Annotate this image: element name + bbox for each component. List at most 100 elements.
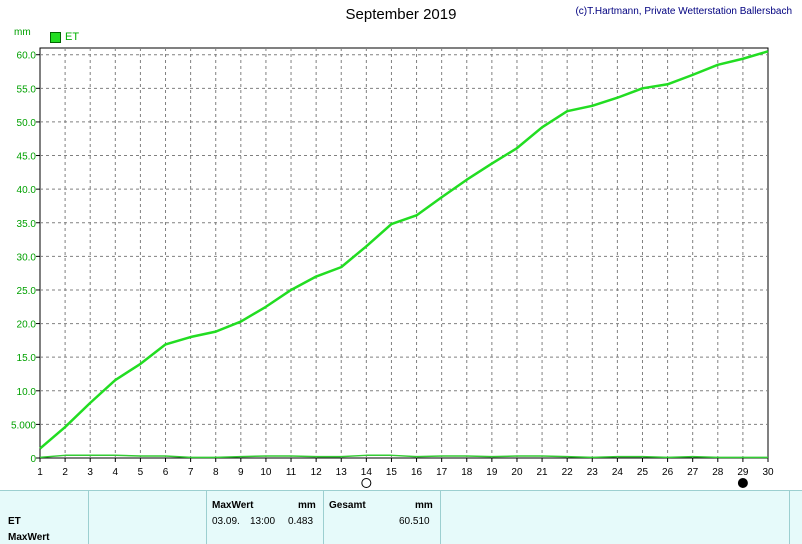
summary-col-total: Gesamt mm 60.510 bbox=[323, 491, 441, 544]
data-point bbox=[716, 63, 719, 66]
x-tick-label: 14 bbox=[361, 467, 373, 478]
data-point bbox=[767, 456, 770, 459]
x-tick-label: 22 bbox=[562, 467, 574, 478]
legend: ET bbox=[50, 31, 79, 43]
data-point bbox=[239, 320, 242, 323]
data-point bbox=[541, 126, 544, 129]
x-tick-label: 11 bbox=[286, 467, 297, 478]
data-point bbox=[390, 223, 393, 226]
data-point bbox=[264, 454, 267, 457]
data-point bbox=[666, 456, 669, 459]
max-time: 13:00 bbox=[250, 516, 276, 527]
x-tick-label: 19 bbox=[486, 467, 498, 478]
data-point bbox=[415, 214, 418, 217]
max-unit: mm bbox=[298, 500, 316, 511]
x-tick-label: 27 bbox=[687, 467, 699, 478]
full-moon-icon bbox=[361, 478, 372, 488]
y-axis-unit: mm bbox=[14, 27, 31, 38]
x-tick-label: 4 bbox=[113, 467, 119, 478]
data-point bbox=[691, 455, 694, 458]
summary-col-empty bbox=[88, 491, 207, 544]
data-point bbox=[490, 162, 493, 165]
legend-swatch bbox=[50, 31, 61, 43]
data-point bbox=[767, 50, 770, 53]
data-point bbox=[114, 379, 117, 382]
x-tick-label: 17 bbox=[436, 467, 448, 478]
data-point bbox=[641, 87, 644, 90]
x-tick-label: 23 bbox=[587, 467, 599, 478]
data-point bbox=[214, 330, 217, 333]
data-point bbox=[741, 57, 744, 60]
x-tick-label: 8 bbox=[213, 467, 219, 478]
y-tick-label: 60.0 bbox=[17, 51, 37, 62]
data-point bbox=[189, 336, 192, 339]
data-point bbox=[591, 104, 594, 107]
data-point bbox=[214, 456, 217, 459]
data-point bbox=[440, 196, 443, 199]
y-tick-label: 50.0 bbox=[17, 118, 37, 129]
data-point bbox=[365, 245, 368, 248]
x-tick-label: 7 bbox=[188, 467, 194, 478]
data-point bbox=[340, 455, 343, 458]
data-point bbox=[315, 275, 318, 278]
x-tick-label: 20 bbox=[511, 467, 523, 478]
data-point bbox=[139, 454, 142, 457]
total-header: Gesamt bbox=[329, 500, 366, 511]
x-tick-label: 13 bbox=[336, 467, 348, 478]
series-line-cumulative bbox=[39, 50, 769, 450]
data-point bbox=[164, 343, 167, 346]
y-tick-label: 5.000 bbox=[11, 420, 36, 431]
y-tick-label: 30.0 bbox=[17, 252, 37, 263]
summary-col-label: ET MaxWert bbox=[0, 491, 89, 544]
data-point bbox=[440, 454, 443, 457]
x-tick-label: 9 bbox=[238, 467, 244, 478]
x-tick-label: 3 bbox=[87, 467, 93, 478]
data-point bbox=[315, 455, 318, 458]
data-point bbox=[541, 454, 544, 457]
chart-title: September 2019 bbox=[345, 6, 457, 23]
row-label: ET bbox=[8, 516, 21, 527]
y-tick-label: 55.0 bbox=[17, 84, 37, 95]
y-tick-label: 40.0 bbox=[17, 185, 37, 196]
x-tick-label: 1 bbox=[37, 467, 43, 478]
data-point bbox=[290, 454, 293, 457]
data-point bbox=[89, 401, 92, 404]
x-tick-label: 21 bbox=[537, 467, 549, 478]
data-point bbox=[189, 456, 192, 459]
data-point bbox=[89, 454, 92, 457]
summary-table: ET MaxWert MaxWert mm 03.09. 13:00 0.483… bbox=[0, 490, 802, 544]
data-point bbox=[239, 455, 242, 458]
data-point bbox=[114, 454, 117, 457]
series-line-daily bbox=[39, 454, 768, 459]
max-value: 0.483 bbox=[288, 516, 314, 527]
copyright-text: (c)T.Hartmann, Private Wetterstation Bal… bbox=[575, 6, 792, 17]
x-tick-label: 2 bbox=[62, 467, 68, 478]
data-point bbox=[666, 83, 669, 86]
data-point bbox=[365, 454, 368, 457]
data-point bbox=[465, 178, 468, 181]
y-tick-label: 15.0 bbox=[17, 353, 37, 364]
data-point bbox=[39, 456, 42, 459]
x-tick-label: 26 bbox=[662, 467, 674, 478]
data-point bbox=[164, 454, 167, 457]
x-tick-label: 6 bbox=[163, 467, 169, 478]
data-point bbox=[340, 266, 343, 269]
data-point bbox=[515, 454, 518, 457]
x-tick-label: 24 bbox=[612, 467, 624, 478]
data-point bbox=[390, 454, 393, 457]
x-tick-label: 12 bbox=[311, 467, 323, 478]
x-tick-label: 28 bbox=[712, 467, 724, 478]
data-point bbox=[139, 362, 142, 365]
data-point bbox=[490, 455, 493, 458]
data-point bbox=[741, 456, 744, 459]
x-tick-label: 30 bbox=[762, 467, 774, 478]
x-tick-label: 18 bbox=[461, 467, 473, 478]
y-tick-label: 20.0 bbox=[17, 320, 37, 331]
summary-col-rest bbox=[440, 491, 790, 544]
x-tick-label: 10 bbox=[260, 467, 272, 478]
data-point bbox=[616, 96, 619, 99]
data-point bbox=[591, 456, 594, 459]
data-point bbox=[566, 110, 569, 113]
data-point bbox=[641, 455, 644, 458]
max-header: MaxWert bbox=[212, 500, 254, 511]
